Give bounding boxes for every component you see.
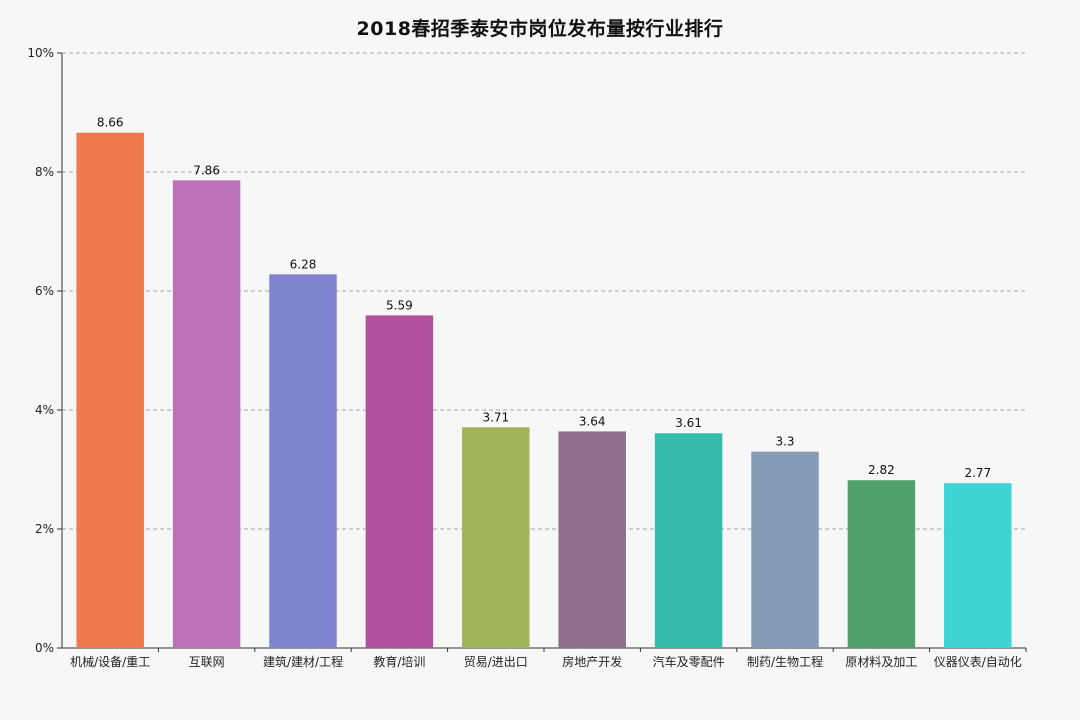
bar	[269, 274, 337, 648]
y-tick-label: 4%	[35, 403, 54, 417]
data-label: 2.82	[868, 463, 895, 477]
data-label: 3.61	[675, 416, 702, 430]
y-tick-label: 6%	[35, 284, 54, 298]
x-tick-label: 房地产开发	[562, 654, 622, 669]
bar	[76, 132, 144, 649]
chart-title: 2018春招季泰安市岗位发布量按行业排行	[356, 18, 724, 40]
x-tick-label: 汽车及零配件	[653, 654, 725, 669]
bar	[558, 431, 626, 648]
bar	[462, 427, 530, 648]
data-label: 3.64	[579, 414, 606, 428]
axes: 0% 2% 4% 6% 8% 10%	[27, 46, 1027, 655]
bar	[654, 433, 723, 648]
x-tick-label: 贸易/进出口	[464, 655, 528, 669]
x-tick-label: 建筑/建材/工程	[263, 654, 343, 669]
data-label: 6.28	[290, 257, 317, 271]
data-label: 8.66	[97, 116, 124, 130]
data-label: 7.86	[193, 163, 220, 177]
y-tick-label: 8%	[35, 165, 54, 179]
labels: 8.66 机械/设备/重工 7.86 互联网 6.28 建筑/建材/工程 5.59 教育/培训…	[70, 116, 1022, 669]
bar	[751, 451, 819, 648]
y-tick-label: 2%	[35, 522, 54, 536]
x-tick-label: 教育/培训	[373, 654, 425, 669]
bars	[76, 132, 1012, 649]
data-label: 3.3	[775, 435, 794, 449]
y-tick-label: 0%	[35, 641, 54, 655]
x-tick-label: 互联网	[189, 655, 225, 669]
bar	[847, 480, 916, 648]
bar	[944, 483, 1012, 648]
y-tick-label: 10%	[27, 46, 54, 60]
x-tick-label: 原材料及加工	[845, 655, 917, 669]
x-tick-label: 机械/设备/重工	[70, 654, 150, 669]
x-tick-label: 制药/生物工程	[747, 654, 823, 669]
data-label: 2.77	[964, 466, 991, 480]
data-label: 3.71	[482, 410, 509, 424]
x-tick-label: 仪器仪表/自动化	[934, 655, 1022, 669]
data-label: 5.59	[386, 298, 413, 312]
bar	[365, 315, 434, 648]
bar	[172, 180, 241, 648]
